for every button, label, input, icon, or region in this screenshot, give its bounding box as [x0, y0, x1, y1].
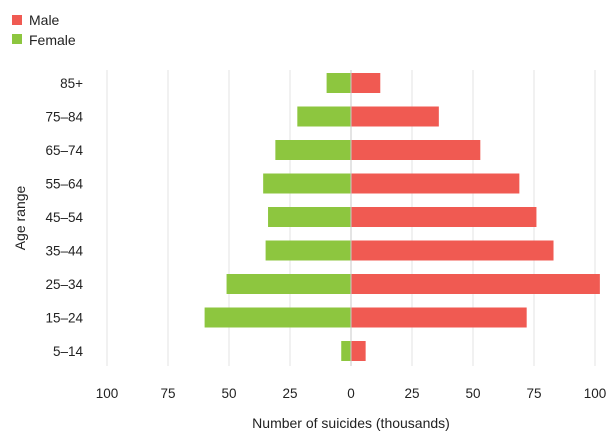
bar-male-4 — [351, 207, 536, 227]
legend-label-female: Female — [29, 32, 76, 48]
bar-male-3 — [351, 174, 519, 194]
bar-male-8 — [351, 341, 366, 361]
legend-swatch-female — [12, 34, 22, 44]
bar-male-7 — [351, 308, 527, 328]
y-tick-label: 55–64 — [45, 177, 83, 192]
bar-male-2 — [351, 140, 480, 160]
bar-female-0 — [327, 73, 351, 93]
x-tick-label: 75 — [160, 386, 175, 401]
x-tick-label: 75 — [526, 386, 541, 401]
bar-female-3 — [263, 174, 351, 194]
y-tick-label: 15–24 — [45, 311, 83, 326]
x-tick-label: 25 — [404, 386, 419, 401]
y-tick-label: 45–54 — [45, 210, 83, 225]
bar-female-6 — [227, 274, 351, 294]
x-tick-label: 50 — [221, 386, 236, 401]
y-tick-labels: 85+ 75–84 65–74 55–64 45–54 35–44 25–34 15–24 5–… — [45, 76, 83, 359]
bar-male-1 — [351, 107, 439, 127]
legend-label-male: Male — [29, 12, 60, 28]
bar-female-4 — [268, 207, 351, 227]
x-axis-title: Number of suicides (thousands) — [252, 415, 450, 431]
bar-female-8 — [341, 341, 351, 361]
y-tick-label: 85+ — [60, 76, 83, 91]
bar-male-5 — [351, 241, 554, 261]
y-tick-label: 65–74 — [45, 143, 83, 158]
bar-male-6 — [351, 274, 600, 294]
bar-female-7 — [205, 308, 351, 328]
y-axis-title: Age range — [12, 185, 28, 250]
x-tick-label: 100 — [96, 386, 119, 401]
y-tick-label: 75–84 — [45, 110, 83, 125]
x-tick-label: 100 — [584, 386, 607, 401]
bar-male-0 — [351, 73, 380, 93]
bar-female-5 — [266, 241, 351, 261]
y-tick-label: 35–44 — [45, 244, 83, 259]
x-tick-label: 0 — [347, 386, 355, 401]
bars — [205, 73, 600, 361]
legend-swatch-male — [12, 15, 22, 25]
x-tick-label: 25 — [282, 386, 297, 401]
legend: Male Female — [12, 12, 76, 48]
y-tick-label: 5–14 — [53, 344, 84, 359]
bar-female-1 — [297, 107, 351, 127]
bar-female-2 — [275, 140, 351, 160]
x-tick-label: 50 — [465, 386, 480, 401]
x-tick-labels: 100 75 50 25 0 25 50 75 100 — [96, 386, 607, 401]
y-tick-label: 25–34 — [45, 277, 83, 292]
